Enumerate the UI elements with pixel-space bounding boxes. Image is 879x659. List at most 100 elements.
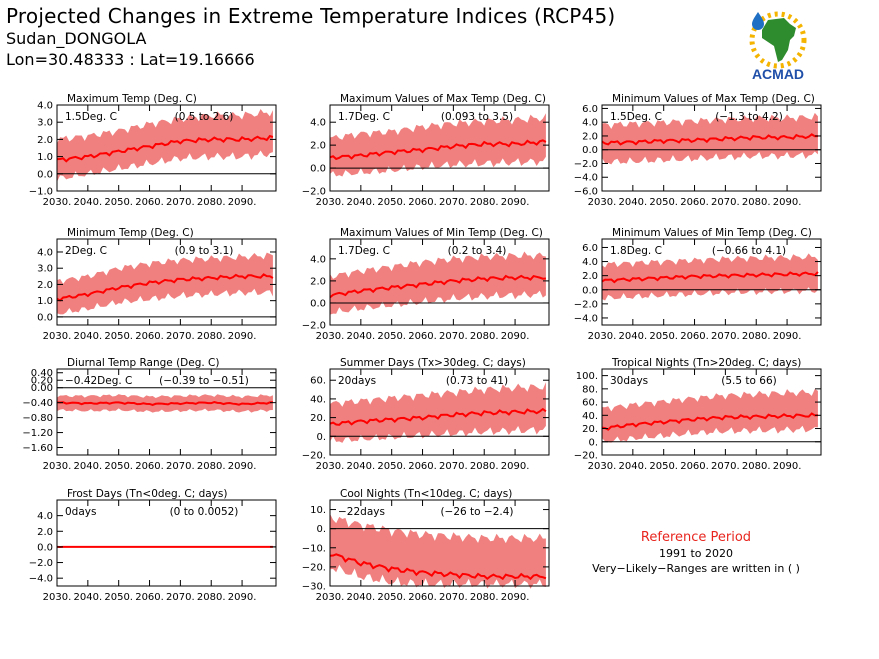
likely-range-label: (−0.39 to −0.51): [159, 375, 249, 387]
y-tick-label: 20.: [310, 413, 326, 424]
mean-change-label: 1.7Deg. C: [338, 245, 390, 257]
x-tick-label: 2070.: [166, 592, 195, 603]
panel-title: Summer Days (Tx>30deg. C; days): [340, 357, 526, 369]
x-tick-label: 2080.: [470, 592, 499, 603]
reference-period-years: 1991 to 2020: [658, 547, 734, 560]
y-tick-label: 0.0: [310, 164, 326, 175]
reference-period-title: Reference Period: [640, 530, 752, 545]
likely-range-band: [330, 113, 546, 177]
mean-change-label: 1.7Deg. C: [338, 111, 390, 123]
plot-frame: [56, 499, 277, 587]
likely-range-band: [602, 388, 818, 443]
y-tick-label: 0.0: [37, 169, 53, 180]
x-tick-label: 2070.: [711, 461, 740, 472]
x-tick-label: 2060.: [680, 331, 709, 342]
panel-8: −20. 0. 20. 40. 60. 2030. 2040. 2050. 2060. 2070.…: [302, 357, 550, 472]
x-tick-label: 2080.: [742, 197, 771, 208]
y-tick-label: 2.0: [582, 271, 598, 282]
panel-10: −4.0 −2.0 0.0 2.0 4.0 2030. 2040. 2050. 2060. 207…: [29, 488, 277, 603]
logo-text: ACMAD: [752, 66, 804, 82]
likely-range-band: [330, 513, 546, 589]
panel-title: Maximum Values of Min Temp (Deg. C): [340, 227, 543, 239]
y-tick-label: −1.20: [22, 428, 53, 439]
y-tick-label: −2.0: [302, 321, 326, 332]
panel-title: Frost Days (Tn<0deg. C; days): [67, 488, 227, 500]
panel-title: Maximum Temp (Deg. C): [67, 93, 197, 105]
y-tick-label: −30.: [302, 582, 326, 593]
x-tick-label: 2090.: [228, 461, 257, 472]
panel-title: Tropical Nights (Tn>20deg. C; days): [611, 357, 801, 369]
x-tick-label: 2070.: [711, 197, 740, 208]
x-tick-label: 2030.: [43, 331, 72, 342]
likely-range-band: [57, 252, 273, 315]
likely-range-label: (−26 to −2.4): [440, 506, 513, 518]
y-tick-label: 2.0: [310, 141, 326, 152]
likely-range-label: (0.9 to 3.1): [175, 245, 234, 257]
coordinates-label: Lon=30.48333 : Lat=19.16666: [6, 50, 255, 69]
mean-change-label: −0.42Deg. C: [65, 375, 132, 387]
plot-frame: [329, 104, 550, 192]
x-tick-label: 2030.: [316, 592, 345, 603]
x-tick-label: 2070.: [439, 197, 468, 208]
y-tick-label: 1.0: [37, 152, 53, 163]
x-tick-label: 2090.: [773, 197, 802, 208]
y-tick-label: 2.0: [37, 527, 53, 538]
x-tick-label: 2050.: [377, 461, 406, 472]
x-tick-label: 2090.: [501, 592, 530, 603]
x-tick-label: 2050.: [377, 592, 406, 603]
median-line: [601, 412, 818, 431]
y-tick-label: −6.0: [574, 187, 598, 198]
x-tick-label: 2070.: [439, 592, 468, 603]
median-line: [56, 401, 273, 407]
mean-change-label: 1.5Deg. C: [65, 111, 117, 123]
x-tick-label: 2050.: [104, 461, 133, 472]
y-tick-label: 0.0: [310, 298, 326, 309]
x-tick-label: 2030.: [588, 197, 617, 208]
x-tick-label: 2070.: [711, 331, 740, 342]
y-tick-label: 4.0: [37, 511, 53, 522]
y-tick-label: 0.20: [31, 376, 53, 387]
x-tick-label: 2080.: [197, 461, 226, 472]
median-line: [329, 139, 547, 161]
y-tick-label: −2.0: [302, 187, 326, 198]
x-tick-label: 2040.: [74, 592, 103, 603]
x-tick-label: 2040.: [347, 331, 376, 342]
x-tick-label: 2090.: [773, 461, 802, 472]
y-tick-label: 60.: [582, 398, 598, 409]
y-tick-label: 4.0: [582, 118, 598, 129]
likely-range-label: (−0.66 to 4.1): [712, 245, 786, 257]
x-tick-label: 2030.: [316, 331, 345, 342]
x-tick-label: 2050.: [649, 197, 678, 208]
x-tick-label: 2060.: [135, 592, 164, 603]
y-tick-label: 3.0: [37, 264, 53, 275]
mean-change-label: −22days: [338, 506, 385, 518]
y-tick-label: 0.: [588, 437, 598, 448]
mean-change-label: 1.8Deg. C: [610, 245, 662, 257]
y-tick-label: 0.00: [31, 383, 53, 394]
plot-frame: [56, 368, 277, 456]
x-tick-label: 2090.: [773, 331, 802, 342]
x-tick-label: 2040.: [74, 197, 103, 208]
likely-range-label: (0 to 0.0052): [170, 506, 239, 518]
x-tick-label: 2080.: [197, 331, 226, 342]
x-tick-label: 2030.: [43, 461, 72, 472]
x-tick-label: 2070.: [166, 331, 195, 342]
likely-range-band: [330, 382, 546, 443]
x-tick-label: 2030.: [43, 592, 72, 603]
y-tick-label: 10.: [310, 505, 326, 516]
x-tick-label: 2050.: [104, 592, 133, 603]
x-tick-label: 2060.: [680, 197, 709, 208]
x-tick-label: 2040.: [347, 461, 376, 472]
mean-change-label: 20days: [338, 375, 376, 387]
y-tick-label: 4.0: [310, 118, 326, 129]
y-tick-label: 40.: [582, 411, 598, 422]
likely-range-label: (0.73 to 41): [446, 375, 508, 387]
plot-frame: [329, 499, 550, 587]
median-line: [329, 274, 546, 299]
plot-frame: [601, 368, 822, 456]
y-tick-label: 20.: [582, 424, 598, 435]
median-line: [329, 407, 547, 426]
y-tick-label: 4.0: [37, 101, 53, 112]
panel-title: Diurnal Temp Range (Deg. C): [67, 357, 219, 369]
